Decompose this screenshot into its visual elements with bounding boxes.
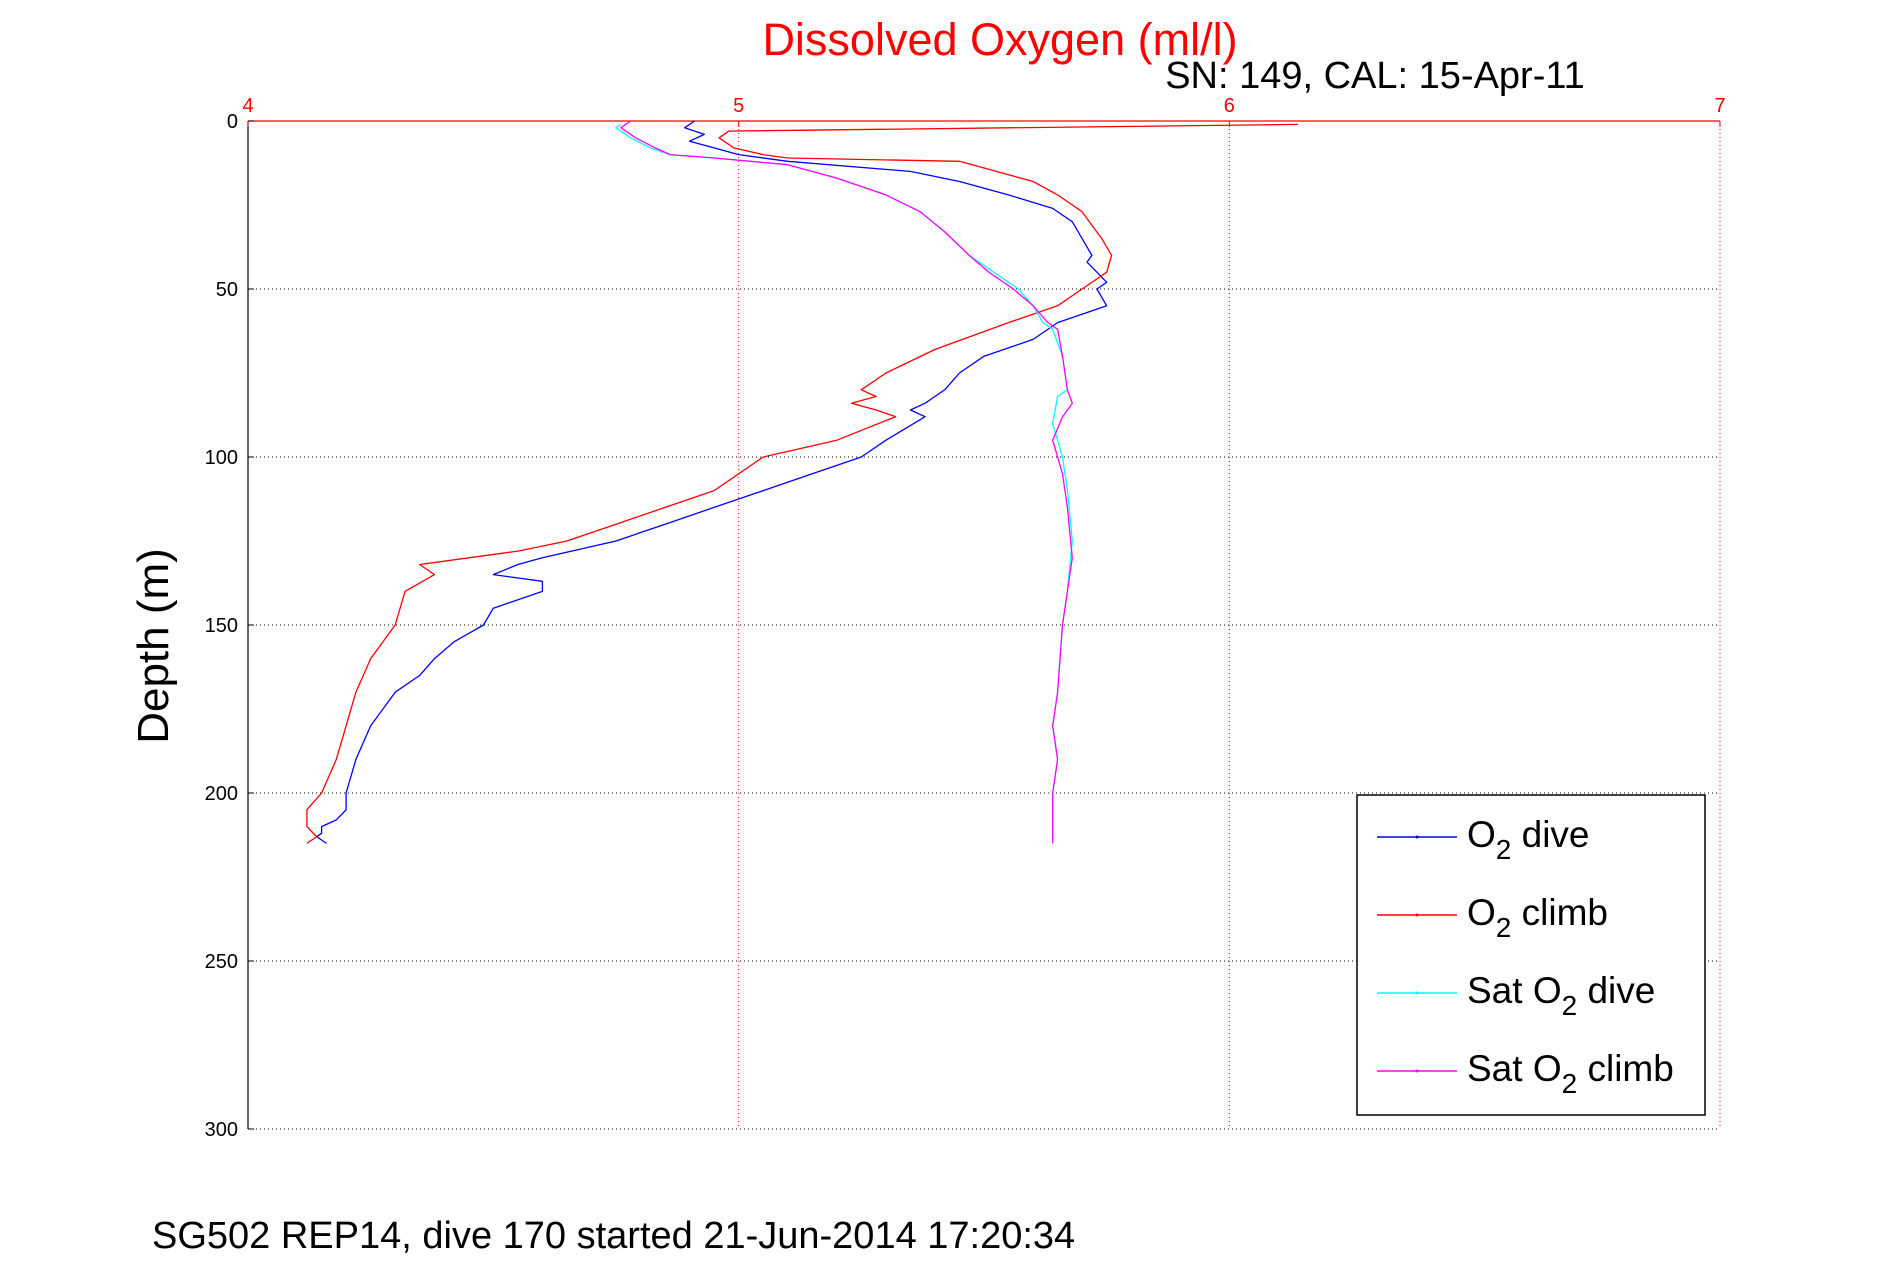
legend-label: O2 climb (1467, 892, 1608, 943)
y-tick-label: 300 (205, 1119, 238, 1141)
footer-text: SG502 REP14, dive 170 started 21-Jun-201… (152, 1215, 1075, 1257)
legend: O2 dive O2 climb Sat O2 dive Sat O2 climb (1356, 794, 1706, 1116)
y-tick-label: 250 (205, 951, 238, 973)
x-tick-label: 6 (1224, 95, 1235, 117)
legend-label: Sat O2 climb (1467, 1048, 1674, 1099)
chart-title: Dissolved Oxygen (ml/l) (762, 14, 1237, 65)
x-axis-ticks: 4 5 6 7 (242, 95, 1726, 127)
legend-marker (1415, 991, 1419, 995)
series-line-o2-climb (306, 123, 1299, 844)
y-axis-label: Depth (m) (129, 548, 178, 744)
series-line-sat-o2-climb (620, 120, 1073, 844)
y-tick-label: 100 (205, 447, 238, 469)
x-tick-label: 7 (1714, 95, 1725, 117)
x-tick-label: 5 (733, 95, 744, 117)
y-tick-label: 200 (205, 783, 238, 805)
grid-lines (248, 121, 1720, 1129)
legend-marker (1415, 835, 1419, 839)
y-tick-label: 150 (205, 615, 238, 637)
series-line-o2-dive (316, 120, 1108, 844)
legend-label: Sat O2 dive (1467, 970, 1655, 1021)
legend-label: O2 dive (1467, 814, 1590, 865)
legend-marker (1415, 1069, 1419, 1073)
legend-box (1356, 794, 1706, 1116)
legend-marker (1415, 913, 1419, 917)
x-tick-label: 4 (242, 95, 253, 117)
y-axis-ticks: 0 50 100 150 200 250 300 (205, 111, 254, 1141)
y-tick-label: 0 (227, 111, 238, 133)
series-line-sat-o2-dive (615, 123, 1073, 844)
chart-subtitle: SN: 149, CAL: 15-Apr-11 (1165, 55, 1585, 97)
y-tick-label: 50 (216, 279, 238, 301)
data-series (306, 120, 1299, 844)
